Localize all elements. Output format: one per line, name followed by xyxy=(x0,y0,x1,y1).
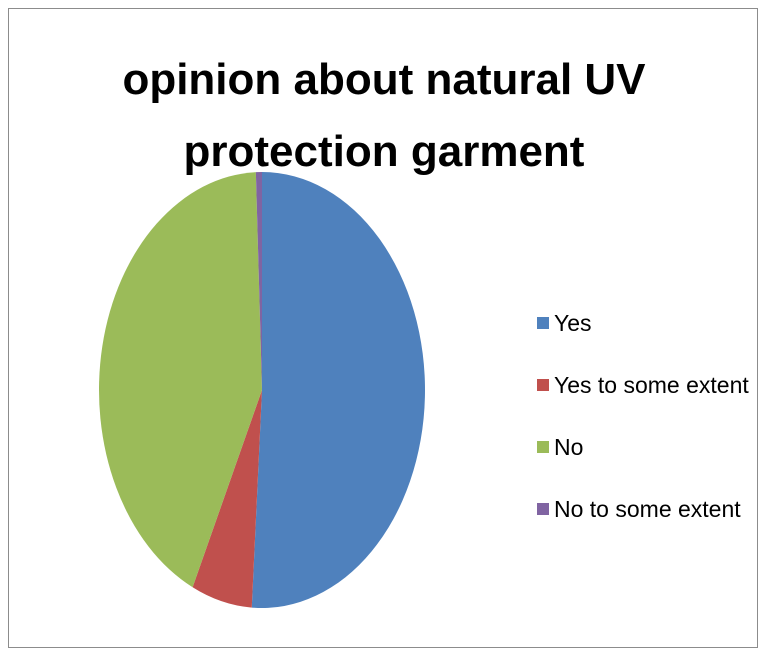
legend-label-yes: Yes xyxy=(554,310,592,336)
legend-label-no: No xyxy=(554,434,584,460)
legend-swatch-yes-to-some-extent xyxy=(537,379,549,391)
legend-label-no-to-some-extent: No to some extent xyxy=(554,496,741,522)
pie-slice-no-to-some-extent xyxy=(255,172,262,390)
pie-chart xyxy=(98,172,426,608)
legend-swatch-no-to-some-extent xyxy=(537,503,549,515)
legend-swatch-yes xyxy=(537,317,549,329)
pie-slice-yes xyxy=(251,172,426,608)
legend-swatch-no xyxy=(537,441,549,453)
chart-title-line-2: protection garment xyxy=(183,127,585,176)
pie-slice-yes-to-some-extent xyxy=(192,390,262,608)
chart-title-line-1: opinion about natural UV xyxy=(122,55,646,104)
pie-slice-no xyxy=(98,172,263,588)
legend-label-yes-to-some-extent: Yes to some extent xyxy=(554,372,749,398)
